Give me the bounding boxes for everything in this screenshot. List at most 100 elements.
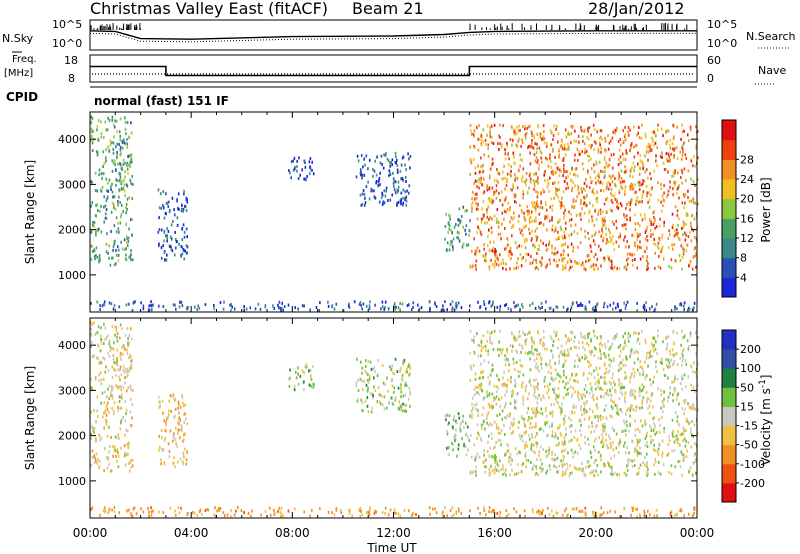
velocity-echo-cell [594, 382, 597, 386]
velocity-echo-cell [471, 455, 473, 459]
power-echo-cell [581, 150, 583, 154]
velocity-echo-cell [457, 447, 460, 451]
power-echo-cell [661, 156, 663, 159]
velocity-echo-cell [679, 465, 682, 468]
power-echo-cell [646, 255, 648, 258]
velocity-echo-cell [360, 360, 362, 364]
power-echo-cell [115, 169, 117, 172]
power-echo-cell [116, 151, 118, 154]
power-echo-cell [657, 181, 659, 185]
velocity-echo-cell [514, 379, 516, 383]
velocity-echo-cell [632, 408, 635, 412]
power-echo-cell [624, 189, 626, 193]
power-echo-cell [657, 265, 660, 269]
power-echo-cell [685, 249, 688, 253]
power-echo-cell [113, 224, 116, 228]
power-echo-cell [451, 309, 453, 313]
velocity-echo-cell [97, 357, 99, 361]
power-echo-cell [116, 129, 118, 133]
power-echo-cell [650, 234, 652, 238]
velocity-echo-cell [685, 362, 688, 366]
power-echo-cell [610, 192, 612, 196]
velocity-echo-cell [522, 373, 525, 377]
velocity-echo-cell [577, 394, 579, 398]
power-echo-cell [171, 196, 174, 200]
power-echo-cell [383, 201, 386, 205]
power-echo-cell [568, 234, 570, 238]
power-echo-cell [410, 308, 413, 312]
velocity-echo-cell [452, 443, 454, 447]
velocity-echo-cell [607, 353, 610, 357]
power-echo-cell [555, 305, 558, 309]
power-echo-cell [402, 196, 404, 200]
velocity-echo-cell [505, 357, 508, 361]
power-echo-cell [91, 201, 94, 205]
power-echo-cell [653, 131, 656, 135]
power-echo-cell [169, 245, 171, 248]
power-echo-cell [469, 173, 472, 176]
power-echo-cell [498, 172, 501, 176]
power-echo-cell [94, 171, 97, 175]
power-echo-cell [470, 203, 473, 207]
velocity-echo-cell [309, 374, 312, 378]
velocity-echo-cell [100, 382, 103, 386]
velocity-echo-cell [572, 455, 574, 459]
power-echo-cell [479, 181, 482, 185]
power-echo-cell [110, 188, 112, 191]
power-echo-cell [318, 309, 320, 313]
velocity-echo-cell [565, 382, 567, 386]
power-echo-cell [682, 233, 684, 237]
velocity-echo-cell [579, 429, 581, 433]
power-echo-cell [592, 263, 595, 267]
power-echo-cell [646, 194, 648, 198]
power-echo-cell [541, 256, 543, 260]
power-echo-cell [533, 201, 536, 205]
power-echo-cell [695, 215, 698, 219]
power-echo-cell [567, 307, 569, 311]
power-echo-cell [561, 196, 563, 200]
velocity-echo-cell [533, 407, 536, 411]
velocity-echo-cell [611, 415, 613, 419]
velocity-echo-cell [538, 454, 540, 457]
power-echo-cell [379, 183, 381, 187]
velocity-echo-cell [533, 353, 535, 357]
velocity-echo-cell [108, 425, 110, 429]
velocity-echo-cell [515, 399, 517, 403]
power-echo-cell [611, 180, 614, 184]
power-echo-cell [637, 162, 639, 166]
velocity-echo-cell [661, 451, 664, 455]
velocity-echo-cell [483, 449, 485, 453]
power-echo-cell [95, 233, 97, 237]
velocity-echo-cell [304, 365, 306, 369]
velocity-echo-cell [669, 513, 672, 517]
power-echo-cell [517, 139, 520, 143]
power-echo-cell [171, 249, 174, 253]
velocity-echo-cell [618, 383, 620, 387]
power-echo-cell [96, 300, 99, 304]
velocity-echo-cell [126, 442, 128, 446]
velocity-echo-cell [686, 449, 688, 453]
power-echo-cell [356, 154, 359, 158]
power-echo-cell [384, 300, 387, 304]
velocity-echo-cell [109, 469, 112, 473]
velocity-echo-cell [405, 370, 407, 374]
power-echo-cell [520, 264, 523, 268]
power-echo-cell [387, 307, 390, 311]
velocity-echo-cell [531, 346, 533, 350]
power-echo-cell [649, 229, 652, 232]
velocity-echo-cell [513, 361, 515, 365]
velocity-echo-cell [575, 405, 577, 409]
power-echo-cell [113, 135, 115, 139]
power-echo-cell [264, 305, 267, 309]
power-echo-cell [520, 244, 523, 248]
velocity-echo-cell [128, 461, 131, 465]
velocity-echo-cell [676, 331, 678, 335]
velocity-echo-cell [647, 509, 649, 513]
velocity-echo-cell [560, 407, 562, 411]
power-echo-cell [570, 260, 573, 263]
power-echo-cell [598, 175, 600, 179]
power-echo-cell [536, 248, 539, 251]
power-echo-cell [106, 197, 108, 201]
velocity-echo-cell [108, 410, 110, 414]
velocity-echo-cell [574, 359, 576, 363]
